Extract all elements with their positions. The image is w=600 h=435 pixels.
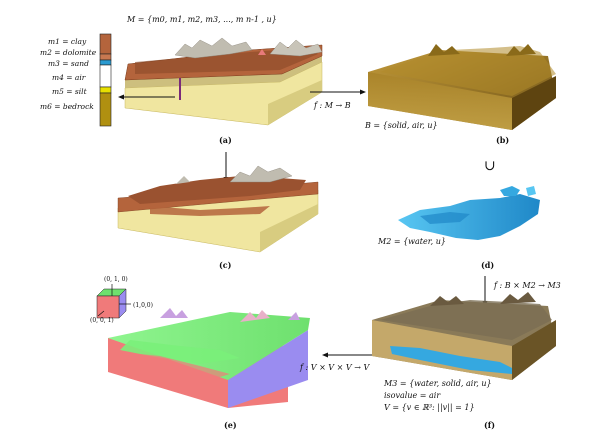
legend-swatch-sand [99,59,112,66]
panel-b-map: f : M → B [313,101,351,110]
panel-b-set: B = {solid, air, u} [364,121,438,130]
panel-e-map: f : V × V × V → V [299,363,370,372]
panel-a-label: (a) [219,135,232,145]
cube-axis-z: (0, 0, 1) [90,317,114,324]
cube-axis-y: (0, 1, 0) [104,276,128,283]
legend-label-clay: m1 = clay [48,37,87,46]
panel-a-terrain [124,37,323,126]
panel-e-label: (e) [224,420,237,430]
cube-axis-x: (1,0,0) [133,302,153,309]
legend-swatch-clay [99,33,112,55]
panel-b-solid-block [368,44,556,130]
panel-c-terrain [117,165,319,253]
legend-label-bedrock: m6 = bedrock [40,102,94,111]
panel-f-line-3: V = {v ∈ ℝ³: ||v|| = 1} [384,403,475,412]
panel-f-combined [372,292,556,380]
panel-c-label: (c) [219,260,232,270]
arrow-a-to-b-head [360,89,366,95]
panel-e-normals [108,308,310,408]
legend-label-air: m4 = air [52,73,86,82]
top-formula: M = {m0, m1, m2, m3, ..., m n-1 , u} [126,15,277,24]
legend-swatch-air [99,64,112,88]
legend-swatch-dolomite [99,53,112,61]
legend-label-dolomite: m2 = dolomite [40,48,97,57]
legend-swatch-silt [99,86,112,94]
panel-b-label: (b) [496,135,509,145]
material-legend: m1 = clay m2 = dolomite m3 = sand m4 = a… [40,33,112,127]
panel-d-label: (d) [481,260,494,270]
panel-f-line-2: isovalue = air [384,391,441,400]
map-to-m3: f : B × M2 → M3 [493,281,561,290]
panel-d-water [398,186,540,240]
panel-f-line-1: M3 = {water, solid, air, u} [383,379,492,388]
unit-cube [96,284,131,319]
arrow-f-to-e-head [322,352,328,358]
legend-swatch-bedrock [99,92,112,127]
union-symbol: ∪ [484,158,496,174]
arrow-a-to-legend-head [118,94,124,100]
legend-label-silt: m5 = silt [52,87,88,96]
panel-d-set: M2 = {water, u} [377,237,446,246]
legend-label-sand: m3 = sand [48,59,89,68]
panel-f-label: (f) [484,420,495,430]
